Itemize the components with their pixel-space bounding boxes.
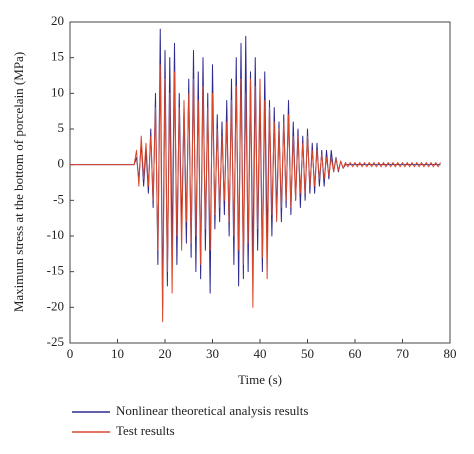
x-tick-label: 10	[111, 346, 124, 361]
series-line	[70, 64, 441, 323]
x-tick-label: 70	[396, 346, 409, 361]
x-tick-label: 0	[67, 346, 74, 361]
x-tick-label: 80	[444, 346, 457, 361]
x-tick-label: 20	[159, 346, 172, 361]
y-tick-label: 5	[58, 120, 65, 135]
y-axis-label: Maximum stress at the bottom of porcelai…	[11, 52, 26, 312]
legend-label: Test results	[116, 423, 175, 438]
y-tick-label: 0	[58, 156, 65, 171]
y-tick-label: -20	[47, 298, 64, 313]
y-tick-label: 15	[51, 49, 64, 64]
x-tick-label: 30	[206, 346, 219, 361]
legend-label: Nonlinear theoretical analysis results	[116, 403, 308, 418]
y-tick-label: -5	[53, 191, 64, 206]
x-tick-label: 50	[301, 346, 314, 361]
plot-frame	[69, 21, 451, 344]
x-tick-label: 40	[254, 346, 267, 361]
x-axis-label: Time (s)	[238, 372, 282, 387]
x-tick-label: 60	[349, 346, 362, 361]
y-tick-label: 20	[51, 13, 64, 28]
y-tick-label: 10	[51, 84, 64, 99]
series-line	[70, 28, 441, 308]
y-tick-label: -25	[47, 334, 64, 349]
y-tick-label: -15	[47, 263, 64, 278]
y-tick-label: -10	[47, 227, 64, 242]
